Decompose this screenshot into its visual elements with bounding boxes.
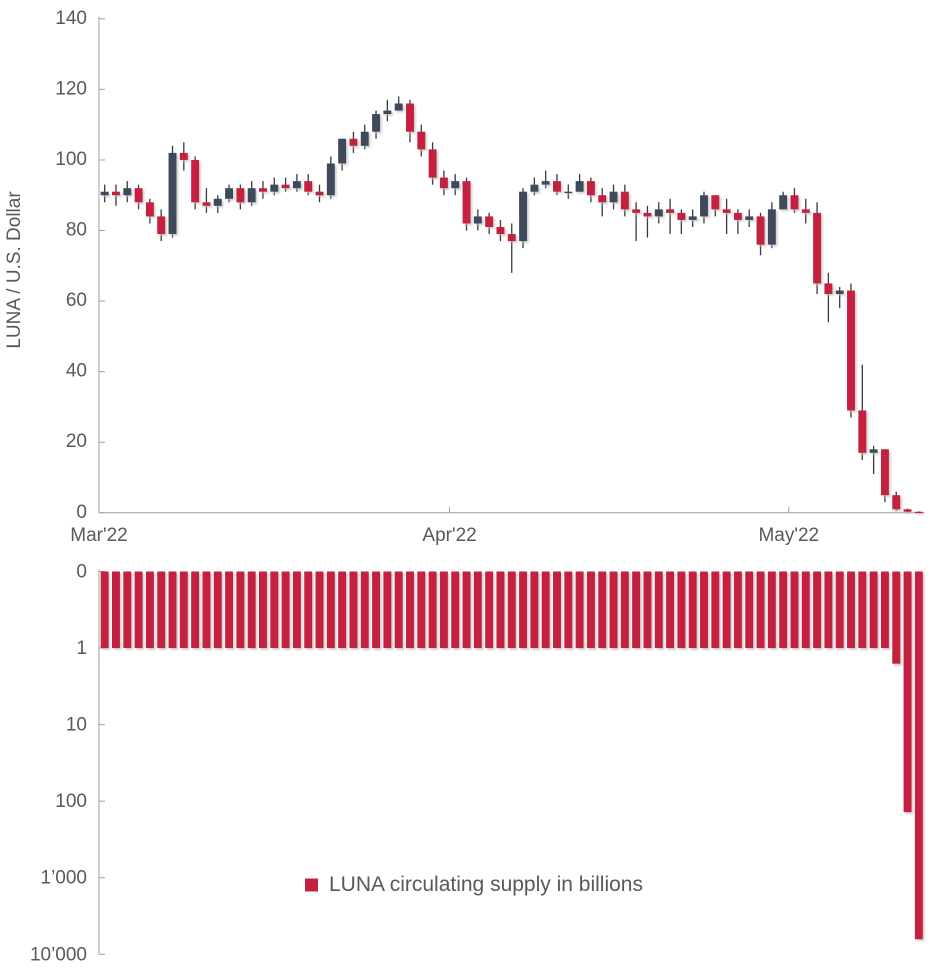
svg-text:1: 1 <box>76 638 87 659</box>
svg-text:60: 60 <box>66 290 87 311</box>
svg-text:10’000: 10’000 <box>30 944 87 965</box>
svg-text:100: 100 <box>55 791 87 812</box>
svg-text:Apr'22: Apr'22 <box>422 525 476 546</box>
svg-text:1’000: 1’000 <box>41 868 88 889</box>
svg-text:40: 40 <box>66 361 87 382</box>
svg-text:140: 140 <box>55 8 87 29</box>
svg-text:120: 120 <box>55 78 87 99</box>
svg-text:LUNA circulating supply in bil: LUNA circulating supply in billions <box>329 873 643 896</box>
svg-text:20: 20 <box>66 431 87 452</box>
svg-text:Mar'22: Mar'22 <box>70 525 127 546</box>
svg-text:100: 100 <box>55 149 87 170</box>
svg-text:LUNA / U.S. Dollar: LUNA / U.S. Dollar <box>4 191 25 349</box>
svg-text:0: 0 <box>76 502 87 523</box>
svg-text:80: 80 <box>66 220 87 241</box>
svg-text:May'22: May'22 <box>758 525 819 546</box>
svg-text:0: 0 <box>76 562 87 583</box>
svg-text:10: 10 <box>66 715 87 736</box>
